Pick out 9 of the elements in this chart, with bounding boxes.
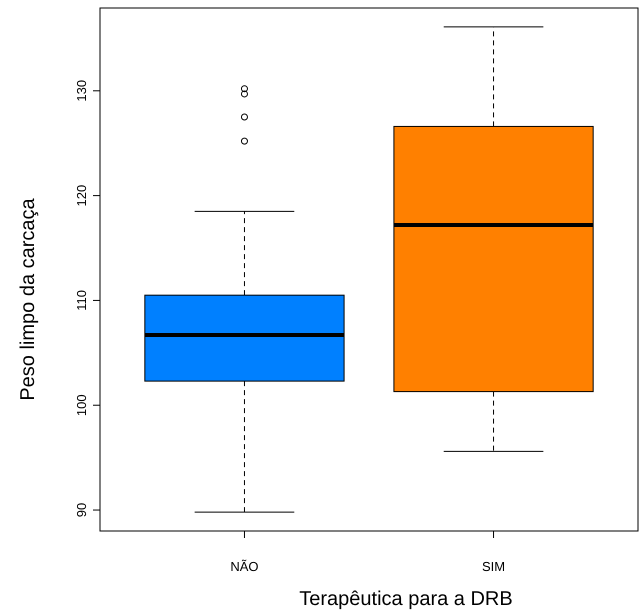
y-tick-label: 110 [74, 290, 89, 311]
x-tick-label: NÃO [230, 559, 259, 574]
x-axis-title: Terapêutica para a DRB [299, 588, 513, 610]
y-axis-title: Peso limpo da carcaça [17, 197, 39, 401]
y-tick-label: 130 [74, 80, 89, 102]
y-tick-label: 120 [74, 184, 89, 206]
y-tick-label: 90 [74, 502, 89, 518]
x-tick-label: SIM [482, 559, 506, 574]
y-tick-label: 100 [74, 394, 89, 416]
